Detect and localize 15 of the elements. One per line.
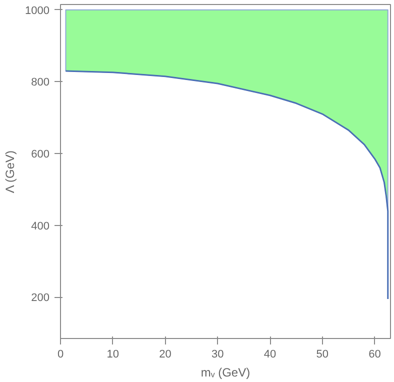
y-tick-label: 800 <box>31 76 50 89</box>
x-tick-label: 10 <box>106 348 120 360</box>
x-axis-title: mᵥ (GeV) <box>200 366 250 380</box>
y-axis-title: Λ (GeV) <box>3 150 18 194</box>
y-tick-label: 1000 <box>25 4 50 17</box>
x-tick-label: 40 <box>264 348 276 360</box>
line-series <box>64 70 389 300</box>
x-tick-label: 50 <box>316 348 329 360</box>
x-tick-label: 0 <box>57 348 64 360</box>
y-tick-label: 400 <box>31 220 50 232</box>
y-tick-label: 600 <box>31 148 50 161</box>
x-tick-label: 30 <box>212 348 224 360</box>
x-tick-label: 20 <box>159 348 172 360</box>
y-tick-label: 200 <box>31 292 50 304</box>
x-tick-label: 60 <box>368 348 381 360</box>
